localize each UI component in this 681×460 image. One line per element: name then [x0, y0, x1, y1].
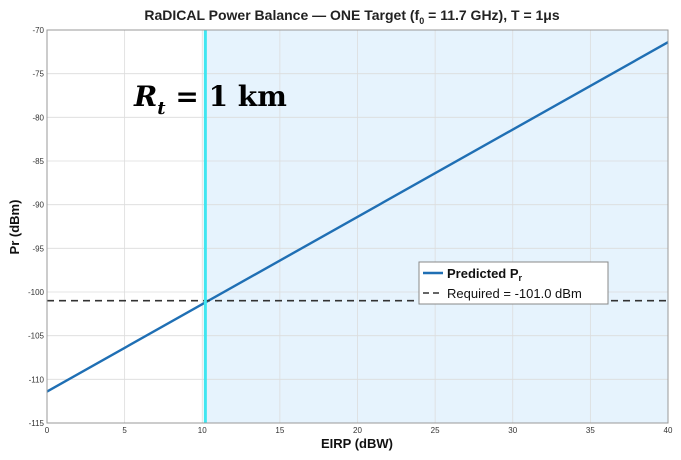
y-tick-label: -75: [32, 70, 44, 79]
legend-label-predicted: Predicted Pr: [447, 266, 523, 283]
shaded-region: [205, 30, 669, 423]
x-tick-label: 40: [664, 426, 673, 435]
x-tick-label: 0: [45, 426, 50, 435]
range-annotation: Rt = 1 km: [133, 80, 287, 119]
y-tick-label: -110: [29, 375, 45, 384]
y-tick-label: -90: [32, 201, 44, 210]
shaded-region-layer: [205, 30, 669, 423]
x-tick-label: 35: [586, 426, 595, 435]
y-tick-label: -105: [28, 332, 45, 341]
chart-title: RaDICAL Power Balance — ONE Target (f0 =…: [144, 7, 560, 26]
x-tick-label: 15: [275, 426, 284, 435]
y-tick-label: -100: [28, 288, 45, 297]
x-tick-label: 20: [353, 426, 362, 435]
legend-box: [418, 261, 609, 305]
y-tick-label: -80: [32, 113, 44, 122]
x-tick-label: 10: [198, 426, 207, 435]
x-axis-label: EIRP (dBW): [321, 436, 393, 451]
x-tick-label: 25: [431, 426, 440, 435]
y-tick-labels: -115 -110 -105 -100 -95 -90 -85 -80 -75 -70: [28, 26, 45, 428]
legend: Predicted Pr Required = -101.0 dBm: [418, 261, 609, 305]
y-tick-label: -95: [32, 244, 44, 253]
x-tick-label: 5: [122, 426, 127, 435]
y-tick-label: -115: [29, 419, 45, 428]
plot-frame: [46, 29, 669, 424]
x-tick-label: 30: [508, 426, 517, 435]
y-tick-label: -85: [32, 157, 44, 166]
y-axis-label: Pr (dBm): [7, 200, 22, 255]
series-line-predicted: [46, 41, 669, 393]
x-tick-labels: 0 5 10 15 20 25 30 35 40: [45, 426, 673, 435]
legend-label-required: Required = -101.0 dBm: [447, 286, 582, 301]
y-tick-label: -70: [32, 26, 44, 35]
